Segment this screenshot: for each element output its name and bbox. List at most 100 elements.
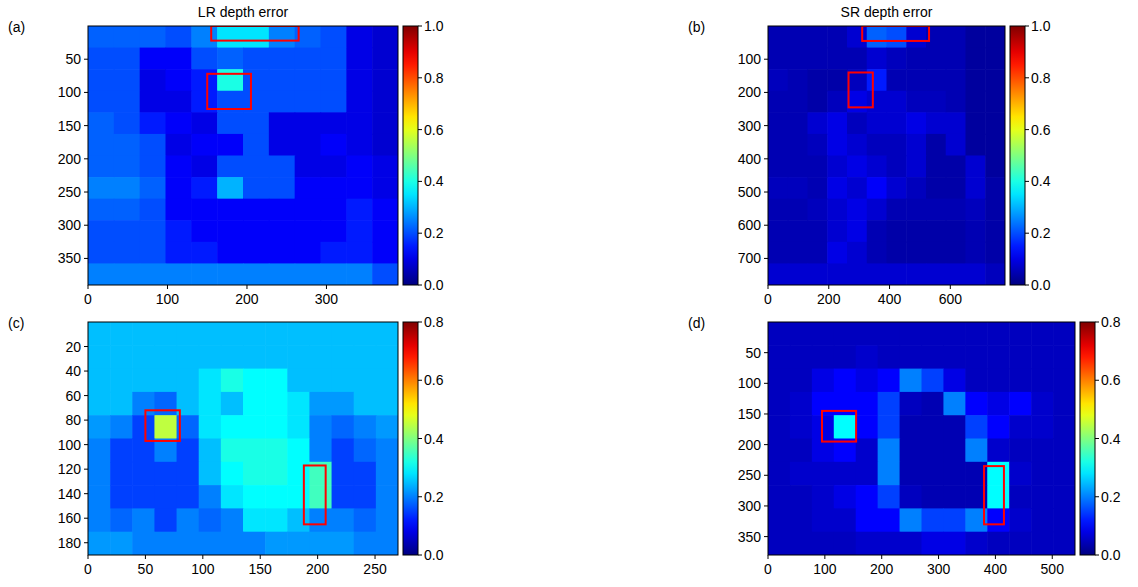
y-tick-label: 140 (58, 486, 82, 502)
heat-cell (878, 415, 901, 439)
heat-cell (790, 415, 813, 439)
heat-cell (847, 199, 867, 221)
heat-cell (88, 26, 114, 48)
heat-cell (906, 26, 926, 48)
heat-cell (900, 369, 923, 393)
heat-cell (946, 69, 966, 91)
heat-cell (269, 263, 295, 285)
heat-cell (965, 345, 988, 369)
heat-cell (834, 532, 857, 555)
heat-cell (987, 508, 1010, 532)
heat-cell (309, 369, 332, 393)
heat-cell (88, 345, 111, 369)
heat-cell (812, 345, 835, 369)
heat-cell (199, 369, 222, 393)
heat-cell (812, 415, 835, 439)
heat-cell (887, 69, 907, 91)
heat-cell (768, 462, 791, 486)
colorbar-tick (418, 285, 422, 286)
heat-cell (827, 26, 847, 48)
heat-cell (243, 532, 266, 555)
heat-cell (768, 415, 791, 439)
colorbar-tick (418, 77, 422, 78)
heat-cell (987, 415, 1010, 439)
heat-cell (856, 439, 879, 463)
heat-cell (847, 48, 867, 70)
x-tick (1052, 555, 1053, 559)
highlight-box (862, 26, 929, 41)
heat-cell (177, 532, 200, 555)
heat-cell (1031, 532, 1054, 555)
heat-cell (217, 199, 243, 221)
heat-cell (88, 485, 111, 509)
heat-cell (243, 263, 269, 285)
heat-cell (987, 439, 1010, 463)
heat-cell (269, 134, 295, 156)
heat-cell (808, 242, 828, 264)
x-tick-label: 50 (138, 561, 154, 577)
heat-cell (1009, 485, 1032, 509)
y-tick (84, 258, 88, 259)
heat-cell (966, 112, 986, 134)
heat-cell (177, 462, 200, 486)
heat-cell (346, 134, 372, 156)
heat-cell (346, 263, 372, 285)
plot-area (768, 322, 1075, 555)
heat-cell (788, 199, 808, 221)
heat-cell (987, 322, 1010, 346)
heat-cell (217, 112, 243, 134)
heat-cell (946, 48, 966, 70)
heat-cell (309, 485, 332, 509)
heat-cell (856, 322, 879, 346)
heat-cell (867, 263, 887, 285)
heat-cell (808, 220, 828, 242)
heat-cell (966, 263, 986, 285)
heat-cell (926, 48, 946, 70)
heat-cell (295, 91, 321, 113)
colorbar-tick (418, 496, 422, 497)
heat-cell (900, 392, 923, 416)
heat-cell (243, 345, 266, 369)
heat-cell (808, 156, 828, 178)
heat-cell (922, 462, 945, 486)
heat-cell (946, 199, 966, 221)
highlight-box (304, 465, 326, 524)
figure: 010020030050100150200250300350LR depth e… (0, 0, 1138, 587)
heat-cell (166, 177, 192, 199)
heat-cell (812, 392, 835, 416)
heat-cell (887, 242, 907, 264)
heat-cell (1053, 322, 1075, 346)
heat-cell (372, 263, 398, 285)
y-tick-label: 350 (58, 250, 82, 266)
heat-cell (827, 263, 847, 285)
heat-cell (140, 263, 166, 285)
heat-cell (265, 392, 288, 416)
x-tick-label: 150 (249, 561, 273, 577)
heat-cell (985, 134, 1005, 156)
heat-cell (346, 156, 372, 178)
heat-cell (966, 199, 986, 221)
heat-cell (110, 485, 133, 509)
y-tick (84, 420, 88, 421)
heat-cell (856, 462, 879, 486)
heat-cell (788, 26, 808, 48)
heat-cell (867, 134, 887, 156)
heat-cell (856, 392, 879, 416)
colorbar-tick-label: 0.8 (1031, 70, 1051, 86)
heat-cell (943, 345, 966, 369)
x-tick (995, 555, 996, 559)
heat-cell (827, 156, 847, 178)
heat-cell (926, 220, 946, 242)
colorbar-tick (418, 438, 422, 439)
heat-cell (243, 69, 269, 91)
heat-cell (922, 322, 945, 346)
heat-cell (191, 220, 217, 242)
heat-cell (140, 199, 166, 221)
heat-cell (114, 177, 140, 199)
heat-cell (900, 439, 923, 463)
heat-cell (191, 69, 217, 91)
heat-cell (985, 156, 1005, 178)
x-tick (202, 555, 203, 559)
heat-cell (376, 415, 398, 439)
colorbar (1010, 26, 1025, 285)
